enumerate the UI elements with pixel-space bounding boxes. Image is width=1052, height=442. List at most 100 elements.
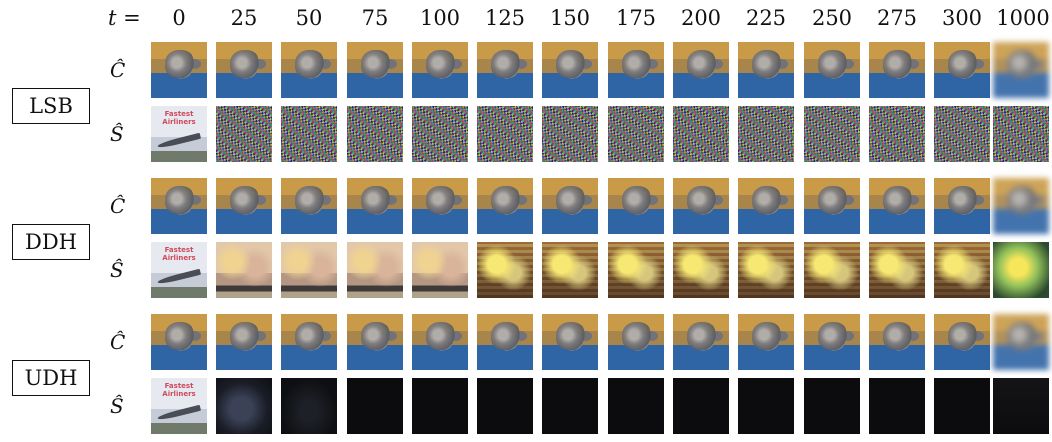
udh-cover-image [347, 314, 403, 370]
timestep-header: 1000 [996, 6, 1050, 30]
lsb-secret-image [869, 106, 925, 162]
ddh-secret-image [281, 242, 337, 298]
udh-secret-image [542, 378, 598, 434]
secret-row-label: Ŝ [110, 394, 124, 418]
lsb-cover-image [673, 42, 729, 98]
lsb-secret-image [542, 106, 598, 162]
udh-cover-image [993, 314, 1049, 370]
ddh-secret-image [738, 242, 794, 298]
lsb-secret-image [281, 106, 337, 162]
udh-cover-image [216, 314, 272, 370]
ddh-secret-image [804, 242, 860, 298]
ddh-cover-image [477, 178, 533, 234]
lsb-cover-image [216, 42, 272, 98]
lsb-cover-image [804, 42, 860, 98]
lsb-cover-image [412, 42, 468, 98]
udh-secret-image [281, 378, 337, 434]
ddh-secret-image [608, 242, 664, 298]
ddh-secret-image [934, 242, 990, 298]
lsb-cover-image [993, 42, 1049, 98]
udh-secret-image [608, 378, 664, 434]
udh-cover-image [151, 314, 207, 370]
secret-row-label: Ŝ [110, 122, 124, 146]
lsb-secret-image [216, 106, 272, 162]
udh-secret-image [993, 378, 1049, 434]
udh-cover-image [869, 314, 925, 370]
ddh-cover-image [673, 178, 729, 234]
ddh-cover-image [934, 178, 990, 234]
timestep-header: 100 [419, 6, 461, 30]
timestep-axis-label: t = [108, 6, 141, 30]
method-label-lsb: LSB [12, 88, 90, 124]
lsb-secret-image [412, 106, 468, 162]
ddh-cover-image [738, 178, 794, 234]
ddh-cover-image [347, 178, 403, 234]
timestep-header: 150 [549, 6, 591, 30]
lsb-cover-image [934, 42, 990, 98]
udh-secret-image [869, 378, 925, 434]
udh-secret-image [934, 378, 990, 434]
ddh-cover-image [804, 178, 860, 234]
udh-cover-image [738, 314, 794, 370]
ddh-secret-image [869, 242, 925, 298]
ddh-cover-image [151, 178, 207, 234]
ddh-secret-image [542, 242, 598, 298]
timestep-header: 250 [811, 6, 853, 30]
ddh-cover-image [216, 178, 272, 234]
cover-row-label: Ĉ [110, 330, 126, 354]
udh-cover-image [673, 314, 729, 370]
ddh-secret-image [412, 242, 468, 298]
timestep-header: 300 [941, 6, 983, 30]
udh-cover-image [281, 314, 337, 370]
udh-secret-image [673, 378, 729, 434]
timestep-header: 175 [615, 6, 657, 30]
lsb-cover-image [542, 42, 598, 98]
secret-row-label: Ŝ [110, 258, 124, 282]
ddh-secret-image [347, 242, 403, 298]
udh-secret-image [804, 378, 860, 434]
timestep-header: 200 [680, 6, 722, 30]
timestep-header: 225 [745, 6, 787, 30]
udh-secret-image [216, 378, 272, 434]
ddh-secret-image [673, 242, 729, 298]
lsb-cover-image [869, 42, 925, 98]
ddh-cover-image [542, 178, 598, 234]
cover-row-label: Ĉ [110, 58, 126, 82]
lsb-cover-image [281, 42, 337, 98]
lsb-cover-image [151, 42, 207, 98]
lsb-cover-image [347, 42, 403, 98]
ddh-cover-image [993, 178, 1049, 234]
lsb-cover-image [477, 42, 533, 98]
udh-cover-image [412, 314, 468, 370]
lsb-secret-image [477, 106, 533, 162]
ddh-secret-image [993, 242, 1049, 298]
udh-cover-image [934, 314, 990, 370]
udh-cover-image [477, 314, 533, 370]
ddh-secret-image [216, 242, 272, 298]
udh-cover-image [608, 314, 664, 370]
method-label-udh: UDH [12, 360, 90, 396]
lsb-cover-image [608, 42, 664, 98]
method-label-ddh: DDH [12, 224, 90, 260]
timestep-header: 75 [361, 6, 389, 30]
timestep-header: 50 [295, 6, 323, 30]
udh-secret-image [412, 378, 468, 434]
ddh-cover-image [412, 178, 468, 234]
udh-secret-image [477, 378, 533, 434]
udh-cover-image [804, 314, 860, 370]
lsb-secret-image [804, 106, 860, 162]
ddh-cover-image [869, 178, 925, 234]
ddh-cover-image [608, 178, 664, 234]
lsb-secret-image [673, 106, 729, 162]
lsb-cover-image [738, 42, 794, 98]
timestep-header: 25 [230, 6, 258, 30]
udh-secret-image [347, 378, 403, 434]
lsb-secret-image [738, 106, 794, 162]
lsb-secret-image [993, 106, 1049, 162]
udh-cover-image [542, 314, 598, 370]
timestep-header: 0 [172, 6, 186, 30]
udh-secret-image [738, 378, 794, 434]
lsb-secret-image [151, 106, 207, 162]
ddh-secret-image [151, 242, 207, 298]
